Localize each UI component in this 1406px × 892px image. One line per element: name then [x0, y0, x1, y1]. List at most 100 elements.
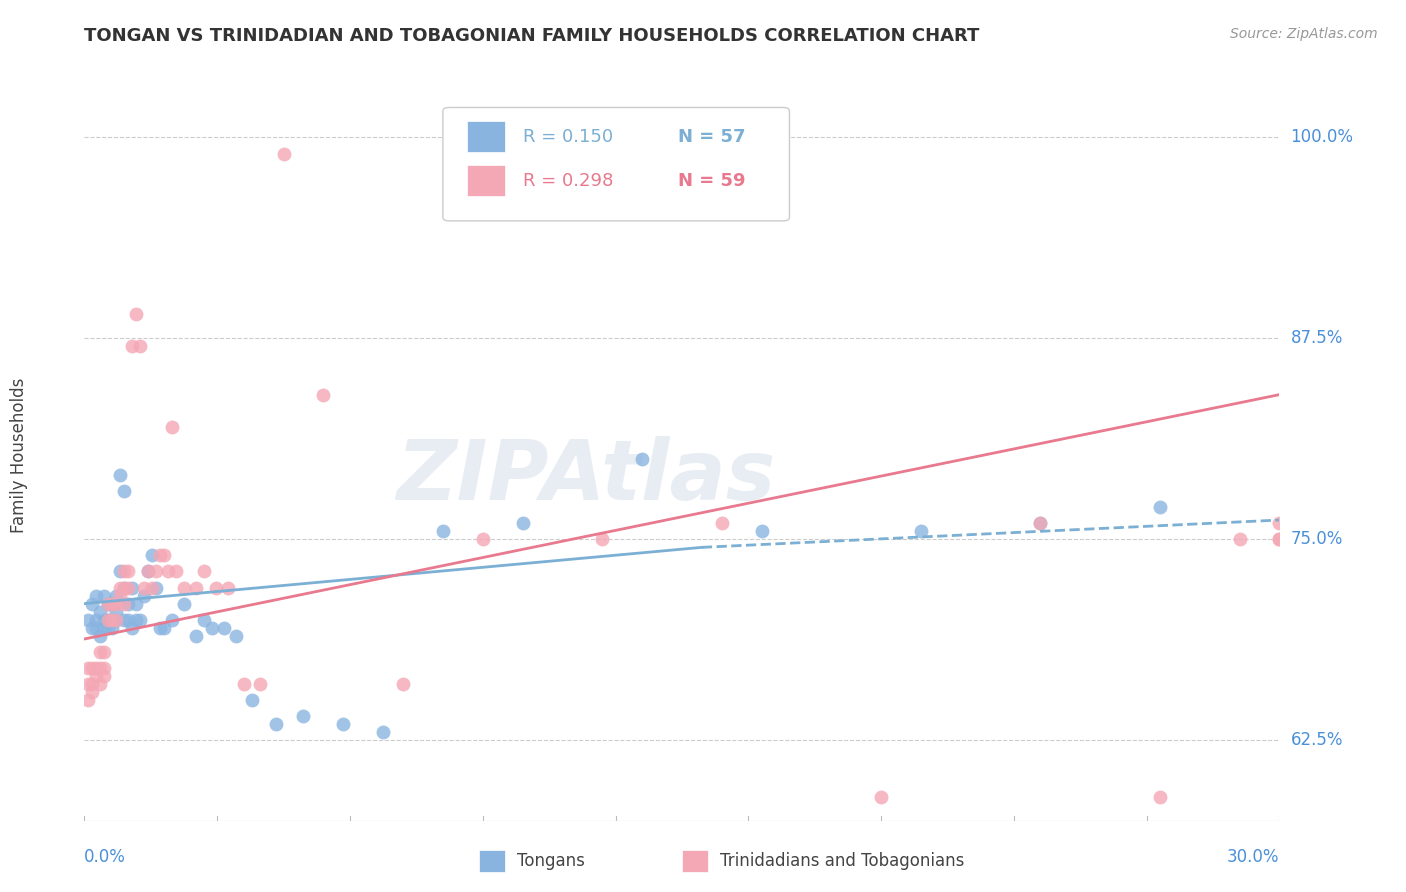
Point	[101, 613, 124, 627]
Point	[432, 524, 454, 539]
FancyBboxPatch shape	[467, 165, 505, 196]
Text: 30.0%: 30.0%	[1227, 848, 1279, 866]
Point	[273, 146, 295, 161]
FancyBboxPatch shape	[467, 121, 505, 153]
Point	[125, 597, 148, 611]
Point	[89, 661, 111, 675]
Point	[112, 613, 135, 627]
Point	[77, 677, 100, 691]
Point	[93, 613, 115, 627]
Point	[117, 565, 139, 579]
Point	[86, 613, 108, 627]
Point	[160, 419, 183, 434]
Point	[710, 516, 733, 531]
FancyBboxPatch shape	[443, 108, 790, 221]
Point	[93, 669, 115, 683]
Point	[110, 589, 132, 603]
Point	[149, 621, 172, 635]
Point	[240, 693, 263, 707]
Point	[157, 565, 180, 579]
Point	[129, 613, 152, 627]
Text: TONGAN VS TRINIDADIAN AND TOBAGONIAN FAMILY HOUSEHOLDS CORRELATION CHART: TONGAN VS TRINIDADIAN AND TOBAGONIAN FAM…	[84, 27, 980, 45]
Point	[82, 661, 104, 675]
Point	[97, 597, 120, 611]
FancyBboxPatch shape	[682, 850, 709, 871]
Point	[105, 589, 128, 603]
Point	[117, 581, 139, 595]
Point	[165, 565, 187, 579]
Point	[101, 621, 124, 635]
Point	[77, 661, 100, 675]
Point	[225, 629, 247, 643]
Point	[110, 565, 132, 579]
Text: N = 59: N = 59	[678, 171, 745, 190]
Point	[121, 339, 143, 353]
Point	[82, 597, 104, 611]
Point	[132, 581, 156, 595]
Point	[105, 613, 128, 627]
Point	[97, 597, 120, 611]
Point	[392, 677, 415, 691]
Point	[112, 597, 135, 611]
Point	[125, 307, 148, 321]
Point	[93, 589, 115, 603]
Point	[1268, 533, 1291, 547]
Point	[153, 549, 176, 563]
Point	[160, 613, 183, 627]
Point	[77, 693, 100, 707]
Point	[264, 717, 287, 731]
Point	[86, 669, 108, 683]
Point	[1029, 516, 1052, 531]
Text: 100.0%: 100.0%	[1291, 128, 1354, 146]
FancyBboxPatch shape	[478, 850, 505, 871]
Point	[591, 533, 613, 547]
Point	[105, 597, 128, 611]
Point	[105, 605, 128, 619]
Point	[149, 549, 172, 563]
Point	[141, 549, 163, 563]
Point	[1149, 500, 1171, 515]
Point	[217, 581, 239, 595]
Point	[82, 677, 104, 691]
Point	[153, 621, 176, 635]
Point	[145, 581, 167, 595]
Point	[112, 581, 135, 595]
Point	[101, 613, 124, 627]
Text: R = 0.298: R = 0.298	[523, 171, 613, 190]
Text: Trinidadians and Tobagonians: Trinidadians and Tobagonians	[720, 852, 965, 870]
Text: Tongans: Tongans	[517, 852, 585, 870]
Text: ZIPAtlas: ZIPAtlas	[396, 436, 776, 517]
Point	[145, 565, 167, 579]
Text: R = 0.150: R = 0.150	[523, 128, 613, 145]
Text: 75.0%: 75.0%	[1291, 531, 1343, 549]
Point	[141, 581, 163, 595]
Point	[121, 581, 143, 595]
Point	[112, 484, 135, 499]
Point	[184, 629, 207, 643]
Point	[110, 581, 132, 595]
Point	[82, 685, 104, 699]
Point	[471, 533, 494, 547]
Point	[136, 565, 159, 579]
Point	[125, 613, 148, 627]
Point	[512, 516, 534, 531]
Point	[89, 629, 111, 643]
Text: N = 57: N = 57	[678, 128, 745, 145]
Point	[184, 581, 207, 595]
Point	[232, 677, 254, 691]
Point	[212, 621, 235, 635]
Point	[86, 621, 108, 635]
Text: Source: ZipAtlas.com: Source: ZipAtlas.com	[1230, 27, 1378, 41]
Point	[132, 589, 156, 603]
Point	[1229, 533, 1251, 547]
Point	[201, 621, 224, 635]
Point	[117, 613, 139, 627]
Text: 0.0%: 0.0%	[84, 848, 127, 866]
Point	[86, 589, 108, 603]
Point	[1268, 516, 1291, 531]
Point	[97, 621, 120, 635]
Point	[121, 621, 143, 635]
Point	[193, 565, 215, 579]
Point	[110, 468, 132, 483]
Point	[910, 524, 932, 539]
